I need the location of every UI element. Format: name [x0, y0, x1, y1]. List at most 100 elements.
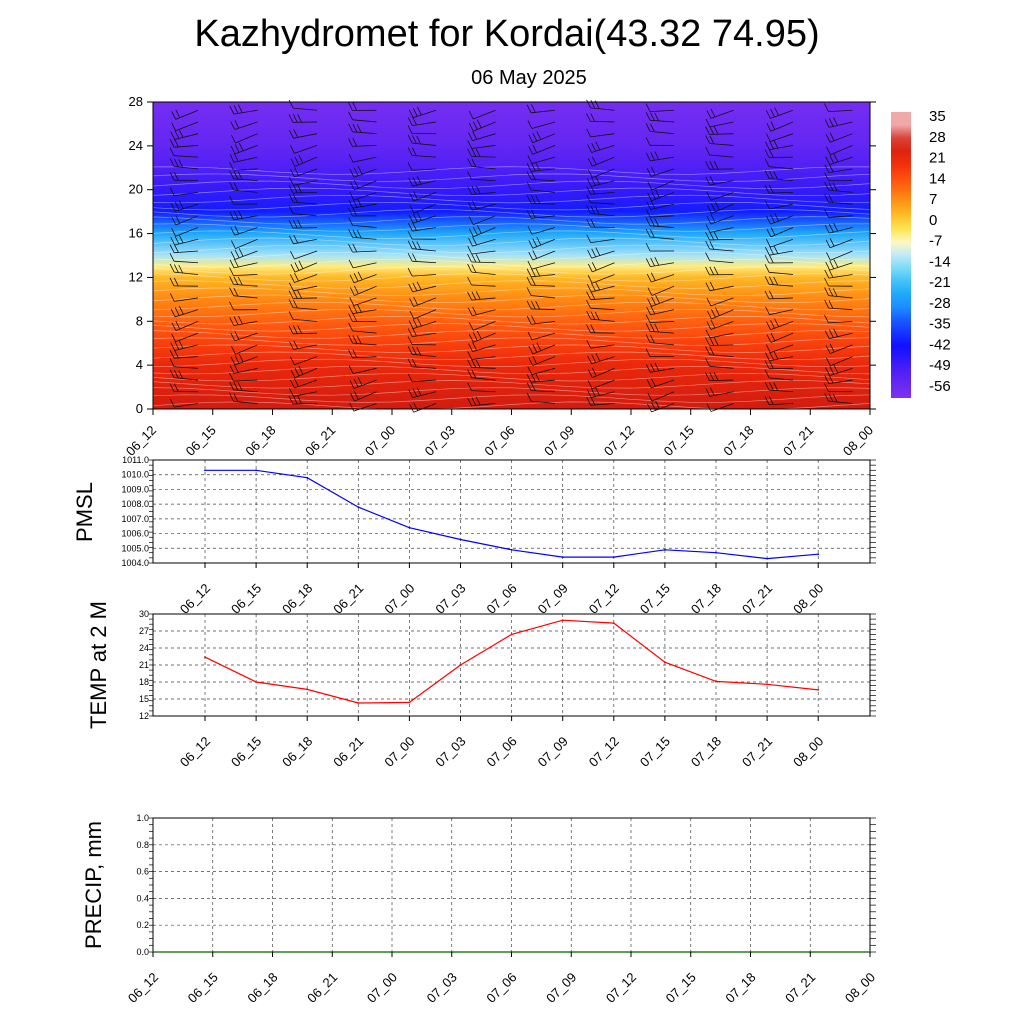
wind-barb-shaft: [353, 191, 377, 201]
wind-barb-flag: [764, 170, 770, 179]
wind-barb-flag: [824, 383, 829, 392]
wind-barb-flag: [467, 245, 473, 255]
wind-barb-flag: [174, 341, 180, 350]
contour-line: [152, 316, 871, 325]
wind-barb-flag: [171, 216, 177, 226]
wind-barb-shaft: [531, 121, 556, 129]
wind-barb-flag: [412, 388, 418, 397]
x-tick-label: 06_21: [302, 423, 338, 459]
wind-barb-flag: [352, 313, 358, 322]
wind-barb-flag: [709, 135, 715, 144]
y-tick-label: 12: [129, 269, 143, 284]
wind-barb-flag: [706, 403, 712, 412]
wind-barb-shaft: [590, 344, 615, 349]
x-tick-label: 07_09: [535, 581, 571, 617]
wind-barb-flag: [174, 349, 179, 359]
wind-barb-shaft: [233, 379, 258, 382]
wind-barb-flag: [348, 138, 353, 147]
wind-barb-flag: [412, 177, 418, 186]
wind-barb-flag: [530, 171, 536, 180]
wind-barb-shaft: [531, 295, 556, 299]
wind-barb-flag: [476, 225, 482, 234]
wind-barb-flag: [594, 206, 600, 215]
wind-barb-flag: [591, 282, 596, 292]
wind-barb-shaft: [590, 226, 615, 228]
wind-barb-flag: [710, 108, 716, 118]
wind-barb-flag: [289, 130, 294, 139]
wind-barb-flag: [350, 392, 355, 402]
wind-barb-shaft: [590, 307, 615, 311]
wind-barb-shaft: [353, 367, 377, 374]
wind-barb-shaft: [651, 180, 675, 191]
wind-barb-flag: [354, 391, 359, 400]
wind-barb-flag: [526, 104, 532, 113]
wind-barb-flag: [357, 166, 363, 175]
wind-barb-flag: [824, 172, 829, 181]
data-point: [408, 526, 411, 529]
data-point: [817, 689, 820, 691]
wind-barb-flag: [412, 108, 418, 117]
wind-barb-flag: [829, 132, 835, 141]
wind-barb-shaft: [591, 274, 615, 284]
wind-barb-flag: [770, 108, 775, 118]
wind-barb-flag: [467, 186, 472, 195]
wind-barb-flag: [774, 107, 779, 116]
contour-line: [152, 230, 871, 239]
wind-barb-flag: [713, 160, 719, 170]
wind-barb-shaft: [353, 403, 377, 412]
wind-barb-flag: [413, 191, 418, 200]
wind-barb-flag: [825, 156, 831, 165]
wind-barb-flag: [824, 194, 829, 203]
wind-barb-flag: [348, 334, 353, 344]
wind-barb-flag: [230, 121, 236, 130]
wind-barb-flag: [407, 253, 413, 262]
wind-barb-flag: [234, 120, 240, 129]
wind-barb-shaft: [531, 189, 556, 193]
wind-barb-flag: [825, 134, 831, 143]
wind-barb-flag: [528, 345, 534, 355]
wind-barb-shaft: [473, 215, 496, 226]
wind-barb-flag: [594, 311, 600, 321]
contour-line: [152, 387, 871, 396]
wind-barb-flag: [828, 163, 834, 173]
wind-barb-flag: [468, 110, 474, 120]
x-tick-label: 07_12: [586, 581, 622, 617]
wind-barb-flag: [407, 117, 413, 126]
wind-barb-flag: [526, 276, 532, 286]
wind-barb-shaft: [293, 319, 318, 322]
data-point: [561, 556, 564, 558]
wind-barb-flag: [233, 382, 239, 391]
wind-barb-flag: [412, 222, 417, 231]
wind-barb-flag: [169, 158, 175, 167]
wind-barb-flag: [407, 134, 413, 144]
wind-barb-flag: [417, 212, 422, 221]
wind-barb-flag: [467, 276, 472, 286]
wind-barb-shaft: [471, 356, 496, 360]
wind-barb-flag: [476, 119, 482, 128]
wind-barb-flag: [650, 112, 655, 121]
wind-barb-flag: [233, 393, 239, 402]
wind-barb-shaft: [294, 356, 318, 366]
wind-barb-flag: [349, 274, 355, 283]
wind-barb-flag: [586, 397, 591, 406]
x-tick-label: 06_18: [279, 734, 315, 770]
wind-barb-flag: [231, 240, 236, 249]
wind-barb-flag: [229, 181, 234, 191]
y-tick-label: 1004.0: [121, 558, 149, 568]
contour-line: [152, 180, 871, 189]
wind-barb-flag: [824, 209, 829, 218]
data-point: [306, 476, 309, 479]
wind-barb-shaft: [531, 332, 556, 341]
colorbar-labels: 35 28 21 14 7 0 -7 -14 -21 -28 -35 -42 -49 -56: [929, 108, 951, 395]
wind-barb-flag: [238, 210, 243, 219]
wind-barb-flag: [171, 111, 177, 120]
wind-barb-flag: [705, 282, 711, 291]
y-tick-label: 1007.0: [121, 514, 149, 524]
wind-barb-flag: [824, 299, 829, 309]
x-tick-label: 07_06: [484, 581, 520, 617]
wind-barb-flag: [290, 274, 295, 283]
wind-barb-flag: [231, 134, 236, 144]
wind-barb-flag: [407, 358, 413, 367]
data-point: [204, 656, 206, 658]
wind-barb-flag: [467, 158, 472, 167]
